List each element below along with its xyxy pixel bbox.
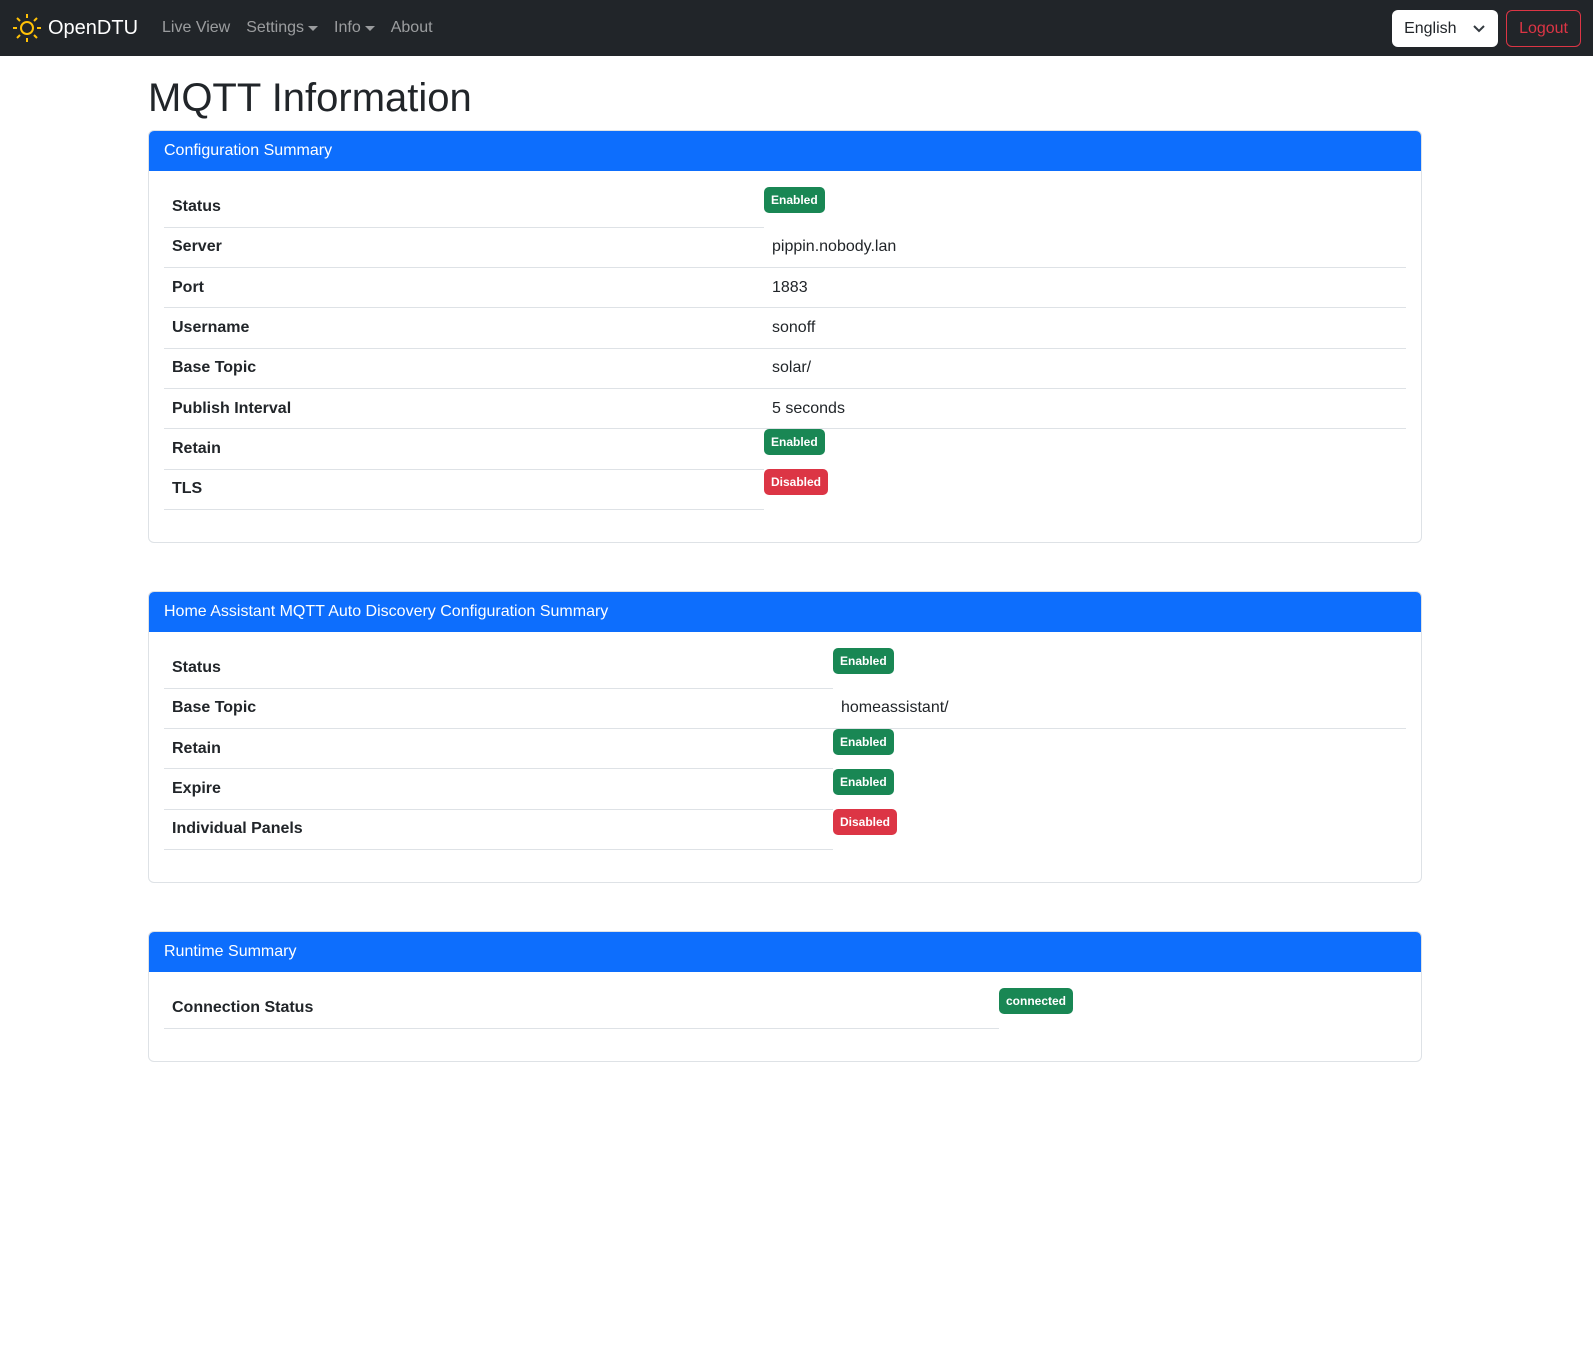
row-label: Status — [164, 647, 833, 689]
nav-settings[interactable]: Settings — [246, 19, 319, 37]
runtime-table: Connection Status connected — [164, 987, 1406, 1029]
row-label: Base Topic — [164, 688, 833, 729]
row-label: Username — [164, 307, 764, 349]
status-cell: Disabled — [764, 469, 1406, 509]
row-label: Status — [164, 187, 764, 228]
status-cell: Enabled — [833, 728, 1406, 768]
table-row: Retain Enabled — [164, 428, 1406, 470]
row-value: pippin.nobody.lan — [764, 227, 1406, 269]
table-row: TLS Disabled — [164, 469, 1406, 510]
status-badge: Enabled — [764, 429, 825, 456]
table-row: Status Enabled — [164, 187, 1406, 228]
config-card: Configuration Summary Status Enabled Serve… — [148, 130, 1422, 543]
runtime-card: Runtime Summary Connection Status connect… — [148, 930, 1422, 1062]
row-label: Expire — [164, 768, 833, 810]
row-label: TLS — [164, 469, 764, 510]
status-badge: Enabled — [764, 187, 825, 213]
row-label: Connection Status — [164, 987, 999, 1029]
page-title: MQTT Information — [148, 76, 472, 120]
status-badge: Disabled — [764, 469, 829, 496]
card-header: Configuration Summary — [149, 131, 1421, 171]
nav-about[interactable]: About — [391, 19, 433, 37]
nav-label: About — [390, 19, 433, 36]
status-cell: Disabled — [833, 809, 1406, 849]
table-row: Retain Enabled — [164, 728, 1406, 770]
language-value: English — [1404, 19, 1457, 37]
status-badge: Enabled — [833, 768, 894, 795]
status-cell: Enabled — [764, 187, 1406, 227]
status-badge: Enabled — [833, 647, 894, 674]
row-value: sonoff — [764, 307, 1406, 349]
table-row: Base Topic homeassistant/ — [164, 688, 1406, 729]
table-row: Status Enabled — [164, 647, 1406, 689]
status-cell: Enabled — [833, 647, 1406, 688]
row-label: Base Topic — [164, 348, 764, 389]
nav-info[interactable]: Info — [334, 19, 375, 37]
sun-icon — [13, 14, 41, 42]
language-select[interactable]: English — [1392, 10, 1499, 47]
row-label: Retain — [164, 728, 833, 770]
brand-name: OpenDTU — [48, 16, 139, 39]
status-badge: connected — [999, 987, 1074, 1014]
table-row: Username sonoff — [164, 307, 1406, 349]
ha-card: Home Assistant MQTT Auto Discovery Confi… — [148, 590, 1422, 883]
status-badge: Disabled — [833, 809, 898, 836]
status-cell: connected — [999, 987, 1406, 1028]
card-header: Home Assistant MQTT Auto Discovery Confi… — [149, 591, 1421, 632]
caret-down-icon — [364, 25, 375, 31]
table-row: Port 1883 — [164, 267, 1406, 309]
brand[interactable]: OpenDTU — [12, 13, 138, 43]
caret-down-icon — [308, 25, 319, 31]
card-header: Runtime Summary — [149, 931, 1421, 972]
table-row: Expire Enabled — [164, 768, 1406, 810]
row-label: Individual Panels — [164, 809, 833, 850]
row-value: 5 seconds — [764, 388, 1406, 430]
row-value: solar/ — [764, 348, 1406, 389]
config-table: Status Enabled Server pippin.nobody.lan Port… — [164, 187, 1406, 510]
logout-button[interactable]: Logout — [1506, 10, 1581, 47]
navbar: OpenDTU Live View Settings Info About En… — [0, 0, 1593, 56]
row-label: Retain — [164, 428, 764, 470]
table-row: Publish Interval 5 seconds — [164, 388, 1406, 430]
nav-live-view[interactable]: Live View — [162, 19, 230, 37]
table-row: Base Topic solar/ — [164, 348, 1406, 389]
table-row: Connection Status connected — [164, 987, 1406, 1029]
nav-label: Live View — [162, 19, 231, 36]
nav-label: Settings — [246, 19, 305, 36]
status-cell: Enabled — [833, 768, 1406, 809]
table-row: Server pippin.nobody.lan — [164, 227, 1406, 269]
chevron-down-icon — [1473, 24, 1485, 32]
nav-label: Info — [334, 19, 361, 36]
row-value: 1883 — [764, 267, 1406, 309]
status-cell: Enabled — [764, 429, 1406, 469]
row-label: Server — [164, 227, 764, 269]
ha-table: Status Enabled Base Topic homeassistant/Ret… — [164, 647, 1406, 850]
row-label: Port — [164, 267, 764, 309]
row-value: homeassistant/ — [833, 688, 1406, 729]
table-row: Individual Panels Disabled — [164, 809, 1406, 850]
status-badge: Enabled — [833, 728, 894, 755]
row-label: Publish Interval — [164, 388, 764, 430]
